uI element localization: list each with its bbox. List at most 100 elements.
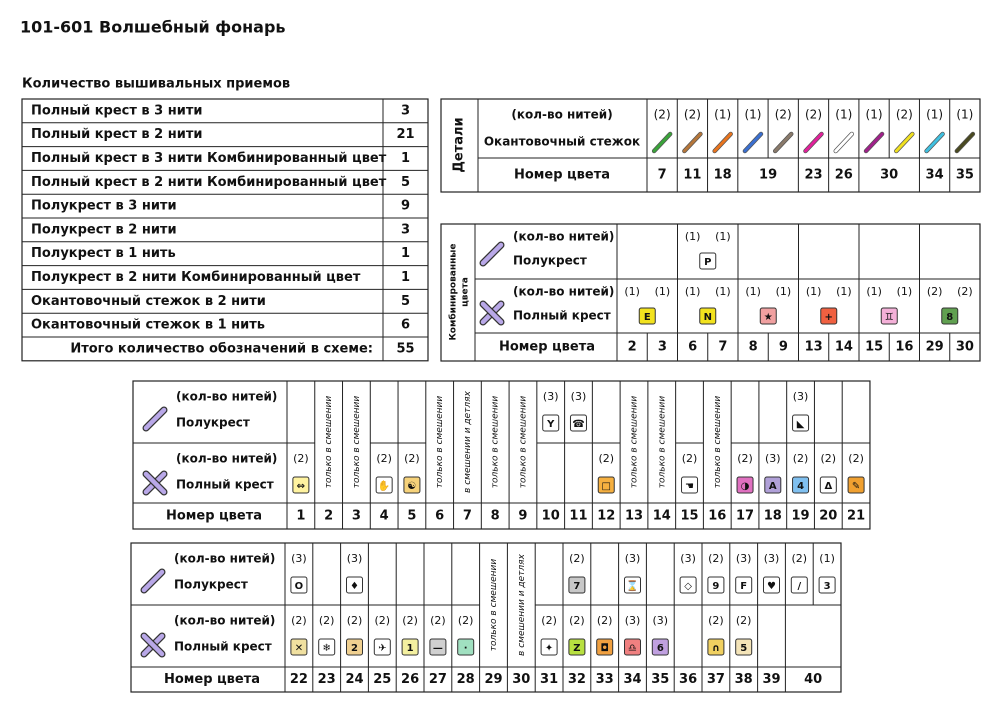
symbol: ♥ (767, 581, 776, 592)
thread-count: (3) (793, 390, 809, 403)
column-note: только в смешении (489, 559, 499, 652)
symbol-box (699, 307, 717, 325)
symbol: ☎ (572, 419, 584, 430)
thread-count: (1) (866, 285, 882, 298)
symbol-box (292, 476, 310, 494)
row-label: Полукрест (513, 254, 587, 268)
stitch-line (894, 132, 914, 153)
color-number: 15 (680, 509, 698, 524)
thread-count: (2) (319, 614, 335, 627)
thread-count: (1) (897, 285, 913, 298)
thread-count: (3) (625, 552, 641, 565)
stitch-icon (144, 572, 162, 590)
color-number: 10 (542, 509, 560, 524)
color-number: 6 (435, 509, 444, 524)
symbol: 8 (946, 312, 953, 323)
row-count: 3 (401, 222, 410, 237)
color-number: 13 (805, 340, 823, 355)
symbol-box (290, 576, 308, 594)
symbol-box (568, 576, 586, 594)
thread-count: (2) (541, 614, 557, 627)
symbol: ✋ (378, 479, 390, 492)
color-number: 3 (658, 340, 667, 355)
stitch-line (713, 132, 733, 153)
thread-count: (2) (458, 614, 474, 627)
color-number: 23 (804, 168, 822, 183)
color-number: 30 (512, 672, 530, 687)
row-count: 1 (401, 270, 410, 285)
thread-count: (1) (835, 108, 852, 122)
thread-count: (2) (375, 614, 391, 627)
thread-count: (3) (543, 390, 559, 403)
thread-count: (3) (347, 552, 363, 565)
thread-count: (2) (347, 614, 363, 627)
thread-count: (2) (293, 452, 309, 465)
color-number: 18 (714, 168, 732, 183)
symbol: ❄ (323, 643, 331, 654)
symbol: N (704, 312, 712, 323)
symbol: P (704, 257, 711, 268)
row-label: Окантовочный стежок в 1 нить (31, 318, 265, 333)
thread-count: (2) (848, 452, 864, 465)
color-number: 7 (463, 509, 472, 524)
stitch-line (864, 132, 884, 153)
column-note: только в смешении (435, 396, 445, 489)
row-label: Полукрест в 2 нити Комбинированный цвет (31, 270, 361, 285)
color-number: 1 (296, 509, 305, 524)
color-number: 19 (759, 168, 777, 183)
thread-count: (3) (736, 552, 752, 565)
symbol-box (699, 252, 717, 270)
row-label: Полный крест (176, 478, 274, 492)
row-label: (кол-во нитей) (176, 390, 277, 404)
row-count: 6 (401, 318, 410, 333)
stitch-line (955, 132, 975, 153)
color-number: 31 (540, 672, 558, 687)
thread-count: (3) (571, 390, 587, 403)
color-number: 18 (764, 509, 782, 524)
thread-count: (2) (430, 614, 446, 627)
color-number: 16 (708, 509, 726, 524)
thread-count: (2) (404, 452, 420, 465)
symbol-box (596, 638, 614, 656)
symbol-box (542, 414, 560, 432)
row-label: Номер цвета (164, 672, 260, 687)
stitch-line (834, 132, 854, 153)
column-note: только в смешении (352, 396, 362, 489)
thread-count: (2) (805, 108, 822, 122)
symbol: ◇ (684, 581, 692, 592)
thread-count: (1) (926, 108, 943, 122)
symbol-box (941, 307, 959, 325)
symbol-box (401, 638, 419, 656)
symbol-box (540, 638, 558, 656)
color-number: 16 (895, 340, 913, 355)
color-number: 38 (735, 672, 753, 687)
thread-count: (1) (655, 285, 671, 298)
symbol-box (569, 414, 587, 432)
symbol-box (346, 576, 363, 594)
symbol-box (736, 476, 754, 494)
color-number: 28 (457, 672, 475, 687)
color-number: 14 (653, 509, 671, 524)
summary-heading: Количество вышивальных приемов (22, 77, 290, 92)
column-note: только в смешении (518, 396, 528, 489)
symbol: Z (573, 643, 580, 654)
symbol: · (464, 643, 468, 654)
symbol: A (769, 481, 777, 492)
column-note: только в смешении (657, 396, 667, 489)
table-border (21, 98, 429, 362)
color-number: 35 (651, 672, 669, 687)
thread-count: (2) (736, 614, 752, 627)
symbol: 1 (407, 643, 414, 654)
color-number: 19 (792, 509, 810, 524)
row-label: Номер цвета (499, 340, 595, 355)
row-label: Полный крест в 3 нити (31, 103, 202, 118)
symbol-box (763, 576, 780, 594)
color-number: 29 (484, 672, 502, 687)
color-number: 9 (518, 509, 527, 524)
total-label: Итого количество обозначений в схеме: (70, 341, 373, 356)
color-number: 40 (804, 672, 822, 687)
symbol-box (624, 576, 641, 594)
symbol-box (735, 576, 753, 594)
stitch-line (743, 132, 763, 153)
